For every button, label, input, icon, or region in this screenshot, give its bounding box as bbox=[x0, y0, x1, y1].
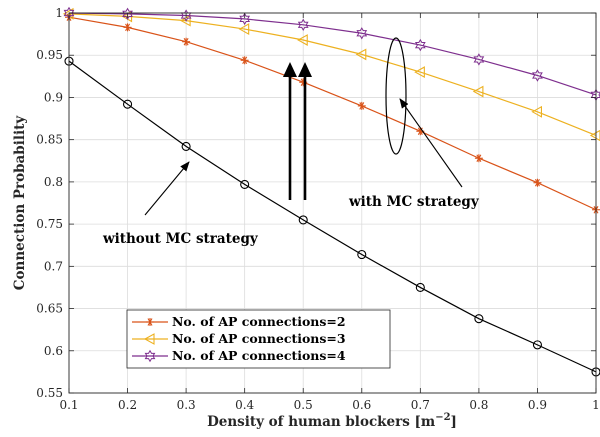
y-tick-label: 0.8 bbox=[44, 175, 63, 189]
x-tick-label: 0.8 bbox=[469, 398, 488, 412]
x-tick-label: 0.4 bbox=[235, 398, 254, 412]
legend-label-s4: No. of AP connections=4 bbox=[172, 348, 346, 363]
legend-label-s3: No. of AP connections=3 bbox=[172, 331, 346, 346]
x-tick-label: 0.7 bbox=[411, 398, 430, 412]
y-tick-label: 0.65 bbox=[36, 302, 63, 316]
y-axis-title: Connection Probability bbox=[12, 115, 28, 291]
x-tick-label: 0.3 bbox=[177, 398, 196, 412]
y-tick-label: 0.6 bbox=[44, 344, 63, 358]
y-tick-label: 0.7 bbox=[44, 259, 63, 273]
legend-label-s2: No. of AP connections=2 bbox=[172, 314, 346, 329]
legend: No. of AP connections=2 No. of AP connec… bbox=[127, 310, 390, 368]
x-tick-label: 0.2 bbox=[118, 398, 137, 412]
y-tick-label: 0.55 bbox=[36, 386, 63, 400]
x-tick-label: 0.9 bbox=[528, 398, 547, 412]
y-tick-label: 0.95 bbox=[36, 48, 63, 62]
x-tick-label: 0.5 bbox=[294, 398, 313, 412]
x-tick-label: 0.1 bbox=[59, 398, 78, 412]
x-tick-label: 1 bbox=[592, 398, 600, 412]
y-tick-label: 0.75 bbox=[36, 217, 63, 231]
y-tick-label: 0.85 bbox=[36, 133, 63, 147]
with-mc-label: with MC strategy bbox=[348, 194, 480, 210]
y-tick-label: 1 bbox=[55, 6, 63, 20]
y-tick-label: 0.9 bbox=[44, 90, 63, 104]
without-mc-label: without MC strategy bbox=[102, 231, 259, 247]
x-axis-title: Density of human blockers [m−2] bbox=[207, 412, 457, 430]
x-tick-label: 0.6 bbox=[352, 398, 371, 412]
